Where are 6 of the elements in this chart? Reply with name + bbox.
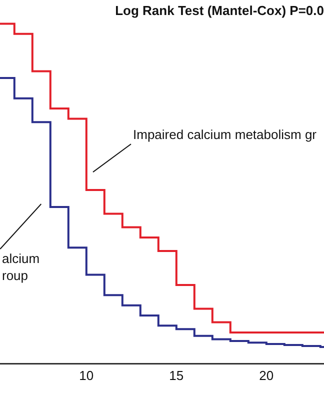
annotation: Impaired calcium metabolism gr — [133, 127, 318, 142]
x-tick-label: 15 — [169, 368, 184, 384]
chart-title: Log Rank Test (Mantel-Cox) P=0.0 — [115, 3, 324, 18]
x-tick-label: 20 — [259, 368, 274, 384]
annotation: alcium roup — [2, 251, 40, 283]
x-tick-label: 10 — [79, 368, 94, 384]
